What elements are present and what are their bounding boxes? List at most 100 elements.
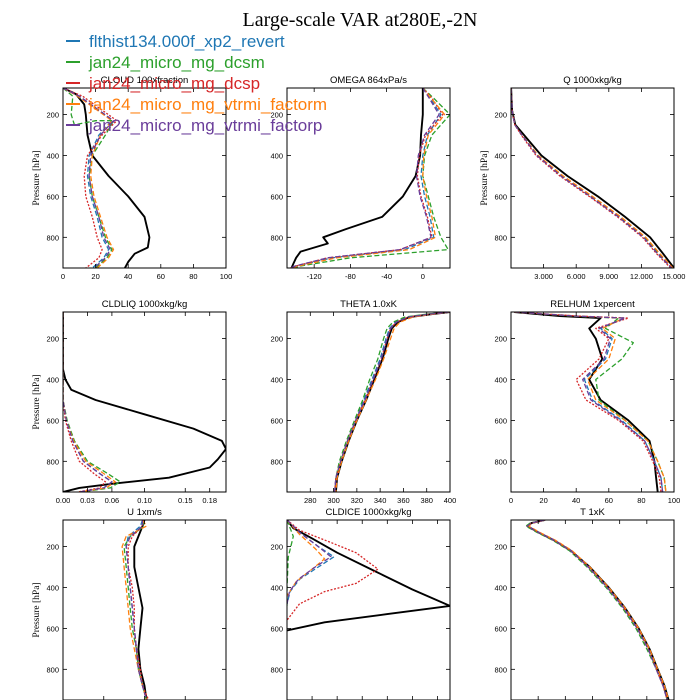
series-line-4 — [287, 520, 326, 597]
x-tick-label: 40 — [124, 272, 132, 281]
x-tick-label: 3.000 — [534, 272, 553, 281]
legend: flthist134.000f_xp2_revert jan24_micro_mg… — [66, 32, 327, 135]
y-tick-label: 600 — [270, 416, 283, 425]
y-tick-label: 800 — [270, 233, 283, 242]
x-tick-label: 9.000 — [599, 272, 618, 281]
x-tick-label: 0.18 — [202, 496, 217, 505]
series-line-3 — [63, 312, 107, 492]
panel-title: RELHUM 1xpercent — [550, 299, 635, 310]
series-line-0 — [287, 520, 450, 632]
y-tick-label: 200 — [46, 335, 59, 344]
panel-title: U 1xm/s — [127, 507, 162, 518]
panel-0: CLOUD 100xfraction 200 400 600 800 0 20 40 60 80 1… — [32, 75, 232, 281]
y-tick-label: 400 — [46, 584, 59, 593]
legend-label: flthist134.000f_xp2_revert — [89, 32, 285, 51]
x-tick-label: 20 — [91, 272, 99, 281]
y-tick-label: 800 — [46, 665, 59, 674]
series-line-5 — [526, 520, 668, 700]
x-tick-label: 280 — [304, 496, 317, 505]
legend-item: jan24_micro_mg_vtrmi_factorm — [66, 95, 327, 114]
series-line-4 — [528, 520, 670, 700]
series-line-0 — [133, 520, 148, 700]
x-tick-label: -80 — [345, 272, 356, 281]
x-tick-label: 340 — [374, 496, 387, 505]
x-tick-label: 80 — [637, 496, 645, 505]
plot-frame — [510, 311, 675, 493]
legend-label: jan24_micro_mg_vtrmi_factorp — [88, 116, 322, 135]
series-line-5 — [63, 88, 115, 268]
y-tick-label: 200 — [494, 543, 507, 552]
y-tick-label: 400 — [494, 584, 507, 593]
series-line-2 — [514, 312, 667, 492]
y-tick-label: 600 — [270, 624, 283, 633]
y-tick-label: 400 — [494, 152, 507, 161]
legend-item: jan24_micro_mg_dcsp — [66, 74, 260, 93]
plot-frame — [510, 519, 675, 700]
x-tick-label: 12.000 — [630, 272, 653, 281]
x-tick-label: 0.15 — [178, 496, 193, 505]
series-line-0 — [511, 88, 674, 268]
panel-title: CLDLIQ 1000xkg/kg — [102, 299, 188, 310]
y-tick-label: 400 — [46, 152, 59, 161]
panel-1: OMEGA 864xPa/s 200 400 600 800 -120 -80 -40 0 — [270, 75, 451, 281]
series-line-0 — [334, 312, 450, 492]
panel-title: Q 1000xkg/kg — [563, 75, 622, 86]
y-tick-label: 200 — [270, 111, 283, 120]
y-tick-label: 200 — [46, 111, 59, 120]
y-tick-label: 200 — [46, 543, 59, 552]
y-tick-label: 400 — [270, 376, 283, 385]
series-line-0 — [63, 88, 151, 268]
series-line-3 — [290, 88, 444, 268]
x-tick-label: -40 — [381, 272, 392, 281]
x-tick-label: -120 — [307, 272, 322, 281]
x-tick-label: 60 — [157, 272, 165, 281]
legend-item: jan24_micro_mg_dcsm — [66, 53, 265, 72]
x-tick-label: 60 — [605, 496, 613, 505]
panel-title: CLOUD 100xfraction — [101, 75, 189, 86]
series-line-3 — [127, 520, 150, 700]
panel-title: CLDICE 1000xkg/kg — [325, 507, 411, 518]
y-tick-label: 600 — [494, 416, 507, 425]
y-axis-label: Pressure [hPa] — [32, 150, 42, 205]
x-tick-label: 380 — [420, 496, 433, 505]
y-tick-label: 400 — [494, 376, 507, 385]
x-tick-label: 0.06 — [105, 496, 120, 505]
y-tick-label: 600 — [494, 192, 507, 201]
x-tick-label: 100 — [668, 496, 681, 505]
series-line-0 — [526, 520, 670, 700]
x-tick-label: 0 — [509, 496, 513, 505]
x-tick-label: 0.00 — [56, 496, 71, 505]
x-tick-label: 0 — [421, 272, 425, 281]
figure-title: Large-scale VAR at280E,-2N — [243, 9, 478, 31]
y-tick-label: 200 — [270, 335, 283, 344]
series-line-3 — [334, 312, 450, 492]
x-tick-label: 400 — [444, 496, 457, 505]
series-line-5 — [287, 520, 332, 605]
y-axis-label: Pressure [hPa] — [32, 374, 42, 429]
y-tick-label: 800 — [494, 457, 507, 466]
y-tick-label: 200 — [494, 111, 507, 120]
x-tick-label: 6.000 — [567, 272, 586, 281]
series-line-3 — [526, 520, 668, 700]
y-tick-label: 600 — [46, 416, 59, 425]
series-line-5 — [334, 312, 450, 492]
series-line-1 — [125, 520, 148, 700]
panel-title: THETA 1.0xK — [340, 299, 398, 310]
panel-5: RELHUM 1xpercent 200 400 600 800 0 20 40 60 80 100 — [494, 299, 680, 505]
series-line-2 — [511, 88, 673, 268]
plot-frame — [286, 87, 451, 269]
y-tick-label: 600 — [46, 192, 59, 201]
series-line-5 — [514, 312, 664, 492]
series-line-5 — [511, 88, 673, 268]
x-tick-label: 100 — [220, 272, 233, 281]
panel-8: T 1xK200400600800180200220240260280300 — [494, 507, 675, 700]
x-tick-label: 0.03 — [80, 496, 95, 505]
y-tick-label: 800 — [494, 233, 507, 242]
x-tick-label: 320 — [351, 496, 364, 505]
x-tick-label: 360 — [397, 496, 410, 505]
y-tick-label: 400 — [270, 584, 283, 593]
series-line-1 — [291, 88, 442, 268]
x-tick-label: 0 — [61, 272, 65, 281]
series-line-4 — [63, 88, 115, 268]
